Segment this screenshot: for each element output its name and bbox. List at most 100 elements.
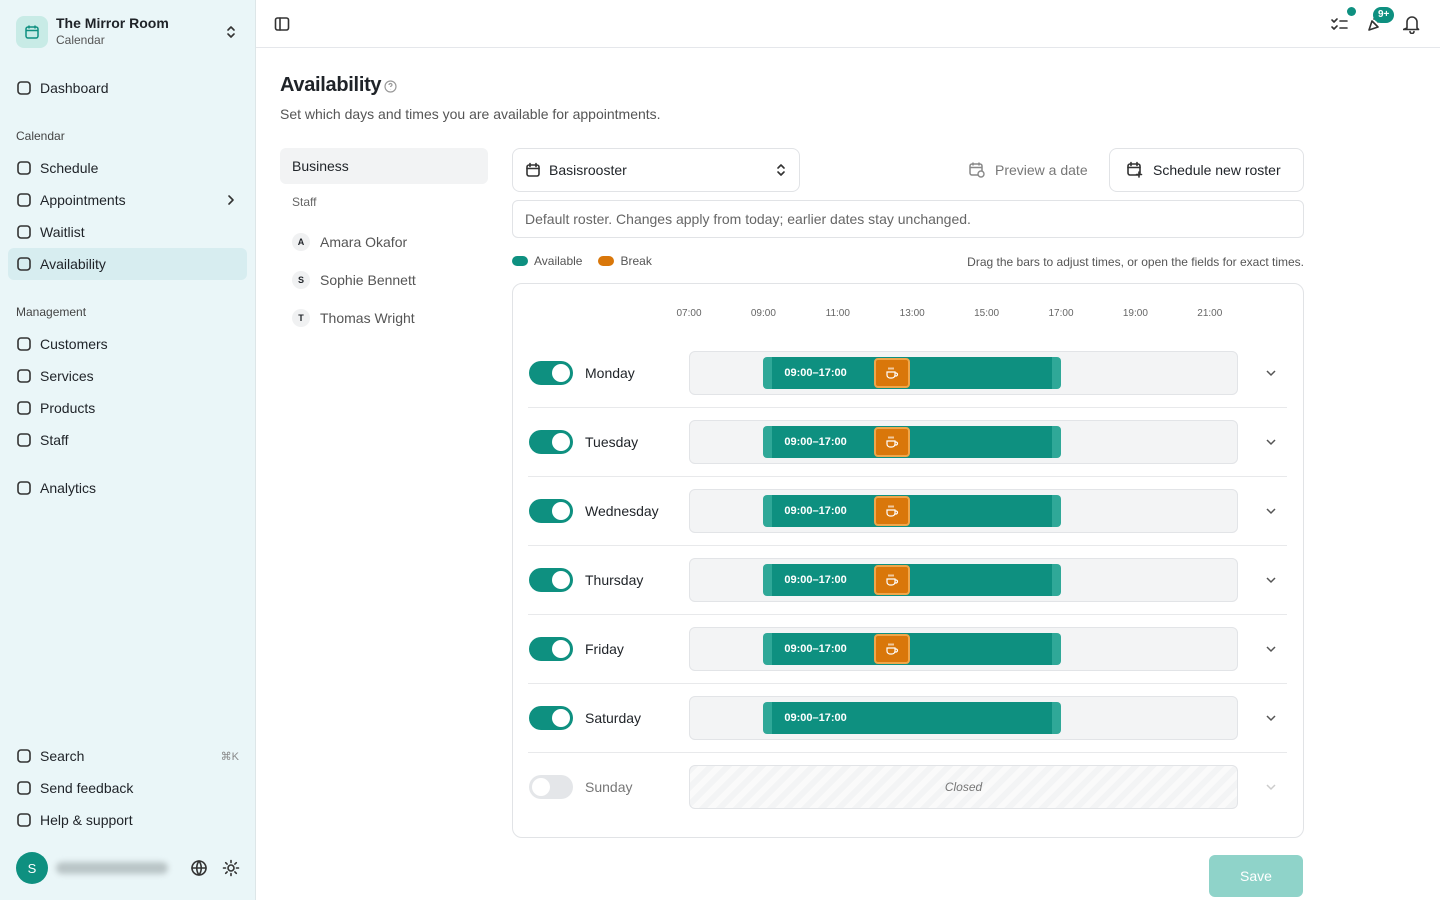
day-toggle[interactable] — [529, 568, 573, 592]
nav-item[interactable]: Schedule — [8, 152, 247, 184]
day-name: Tuesday — [585, 434, 639, 450]
day-track[interactable]: 09:00–17:00 — [689, 558, 1238, 602]
theme-button[interactable] — [222, 859, 240, 877]
business-tab[interactable]: Business — [280, 148, 488, 184]
time-tick: 17:00 — [1048, 308, 1074, 319]
sidebar-toggle[interactable] — [274, 16, 290, 32]
staff-name[interactable]: Amara Okafor — [320, 234, 408, 250]
footer-item[interactable]: Help & support — [8, 804, 247, 836]
row-separator — [528, 476, 1287, 477]
day-name: Monday — [585, 365, 635, 381]
day-toggle[interactable] — [529, 775, 573, 799]
day-track[interactable]: 09:00–17:00 — [689, 489, 1238, 533]
nav-item[interactable]: Appointments — [8, 184, 247, 216]
roster-note: Default roster. Changes apply from today… — [512, 200, 1304, 238]
expand-chevron[interactable] — [1264, 573, 1278, 587]
row-separator — [528, 683, 1287, 684]
preview-date-button[interactable]: Preview a date — [968, 161, 1088, 179]
nav-item[interactable]: Waitlist — [8, 216, 247, 248]
day-toggle[interactable] — [529, 430, 573, 454]
day-track[interactable]: 09:00–17:00 — [689, 351, 1238, 395]
day-name: Sunday — [585, 779, 633, 795]
language-button[interactable] — [190, 859, 208, 877]
availability-bar[interactable]: 09:00–17:00 — [763, 564, 1061, 596]
nav-item[interactable]: Dashboard — [8, 72, 247, 104]
avatar[interactable]: S — [16, 852, 48, 884]
availability-bar[interactable]: 09:00–17:00 — [763, 357, 1061, 389]
nav-label: Dashboard — [40, 80, 109, 96]
break-block[interactable] — [874, 634, 911, 664]
footer-item[interactable]: Send feedback — [8, 772, 247, 804]
day-track[interactable]: 09:00–17:00 — [689, 627, 1238, 671]
help-icon[interactable] — [384, 80, 397, 93]
row-separator — [528, 407, 1287, 408]
time-tick: 13:00 — [899, 308, 925, 319]
day-track[interactable]: 09:00–17:00 — [689, 696, 1238, 740]
nav-label: Availability — [40, 256, 106, 272]
nav-label: Analytics — [40, 480, 97, 496]
time-tick: 21:00 — [1197, 308, 1223, 319]
range-label: 09:00–17:00 — [784, 712, 847, 724]
nav-item[interactable]: Staff — [8, 424, 247, 456]
range-label: 09:00–17:00 — [784, 367, 847, 379]
nav-item[interactable]: Customers — [8, 328, 247, 360]
staff-name[interactable]: Sophie Bennett — [320, 272, 416, 288]
staff-name[interactable]: Thomas Wright — [320, 310, 415, 326]
nav-item[interactable]: Services — [8, 360, 247, 392]
day-track[interactable]: 09:00–17:00 — [689, 420, 1238, 464]
footer-label: Search — [40, 748, 85, 764]
range-label: 09:00–17:00 — [784, 436, 847, 448]
save-button[interactable]: Save — [1209, 855, 1303, 897]
nav-item[interactable]: Availability — [8, 248, 247, 280]
brand-switch[interactable] — [224, 24, 238, 40]
day-track[interactable]: Closed — [689, 765, 1238, 809]
footer-label: Send feedback — [40, 780, 134, 796]
row-separator — [528, 614, 1287, 615]
expand-chevron[interactable] — [1264, 504, 1278, 518]
day-toggle[interactable] — [529, 499, 573, 523]
staff-initial: S — [292, 271, 310, 289]
row-separator — [528, 545, 1287, 546]
range-label: 09:00–17:00 — [784, 643, 847, 655]
nav-label: Products — [40, 400, 96, 416]
day-toggle[interactable] — [529, 706, 573, 730]
expand-chevron[interactable] — [1264, 711, 1278, 725]
topbar: 9+ — [256, 0, 1440, 48]
availability-bar[interactable]: 09:00–17:00 — [763, 495, 1061, 527]
footer-item[interactable]: Search ⌘K — [8, 740, 247, 772]
break-block[interactable] — [874, 565, 911, 595]
nav-label: Waitlist — [40, 224, 85, 240]
schedule-roster-button[interactable]: Schedule new roster — [1109, 148, 1304, 192]
availability-bar[interactable]: 09:00–17:00 — [763, 702, 1061, 734]
expand-chevron[interactable] — [1264, 642, 1278, 656]
nav-label: Services — [40, 368, 94, 384]
nav-label: Schedule — [40, 160, 99, 176]
range-label: 09:00–17:00 — [784, 574, 847, 586]
tasks-button[interactable] — [1330, 15, 1350, 33]
legend-label: Break — [620, 254, 652, 268]
nav-label: Appointments — [40, 192, 126, 208]
availability-bar[interactable]: 09:00–17:00 — [763, 426, 1061, 458]
time-tick: 19:00 — [1122, 308, 1148, 319]
nav-label: Staff — [40, 432, 69, 448]
notifications-button[interactable] — [1403, 14, 1421, 34]
time-tick: 09:00 — [750, 308, 776, 319]
nav-item[interactable]: Products — [8, 392, 247, 424]
break-block[interactable] — [874, 358, 911, 388]
schedule-roster-label: Schedule new roster — [1153, 162, 1281, 178]
day-name: Friday — [585, 641, 624, 657]
row-separator — [528, 752, 1287, 753]
day-name: Wednesday — [585, 503, 659, 519]
expand-chevron[interactable] — [1264, 366, 1278, 380]
nav-heading: Calendar — [16, 129, 65, 143]
nav-item[interactable]: Analytics — [8, 472, 247, 504]
break-block[interactable] — [874, 496, 911, 526]
day-toggle[interactable] — [529, 637, 573, 661]
break-block[interactable] — [874, 427, 911, 457]
expand-chevron[interactable] — [1264, 435, 1278, 449]
availability-bar[interactable]: 09:00–17:00 — [763, 633, 1061, 665]
roster-select[interactable]: Basisrooster — [512, 148, 800, 192]
user-email-blurred — [56, 862, 168, 874]
day-toggle[interactable] — [529, 361, 573, 385]
